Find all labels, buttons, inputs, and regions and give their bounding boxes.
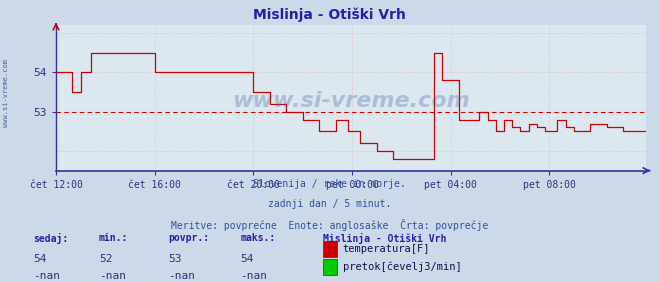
Text: -nan: -nan: [168, 271, 195, 281]
Text: Mislinja - Otiški Vrh: Mislinja - Otiški Vrh: [323, 233, 446, 244]
Text: -nan: -nan: [241, 271, 268, 281]
Text: 52: 52: [99, 254, 112, 264]
Text: sedaj:: sedaj:: [33, 233, 68, 244]
Text: povpr.:: povpr.:: [168, 233, 209, 243]
Text: -nan: -nan: [33, 271, 60, 281]
Text: pretok[čevelj3/min]: pretok[čevelj3/min]: [343, 262, 461, 272]
Text: 53: 53: [168, 254, 181, 264]
Text: www.si-vreme.com: www.si-vreme.com: [3, 59, 9, 127]
Text: Slovenija / reke in morje.: Slovenija / reke in morje.: [253, 179, 406, 189]
Text: www.si-vreme.com: www.si-vreme.com: [232, 91, 470, 111]
Text: temperatura[F]: temperatura[F]: [343, 244, 430, 254]
Text: Mislinja - Otiški Vrh: Mislinja - Otiški Vrh: [253, 7, 406, 21]
Text: 54: 54: [33, 254, 46, 264]
Text: 54: 54: [241, 254, 254, 264]
Text: zadnji dan / 5 minut.: zadnji dan / 5 minut.: [268, 199, 391, 209]
Text: Meritve: povprečne  Enote: anglosaške  Črta: povprečje: Meritve: povprečne Enote: anglosaške Črt…: [171, 219, 488, 231]
Text: maks.:: maks.:: [241, 233, 275, 243]
Text: -nan: -nan: [99, 271, 126, 281]
Text: min.:: min.:: [99, 233, 129, 243]
